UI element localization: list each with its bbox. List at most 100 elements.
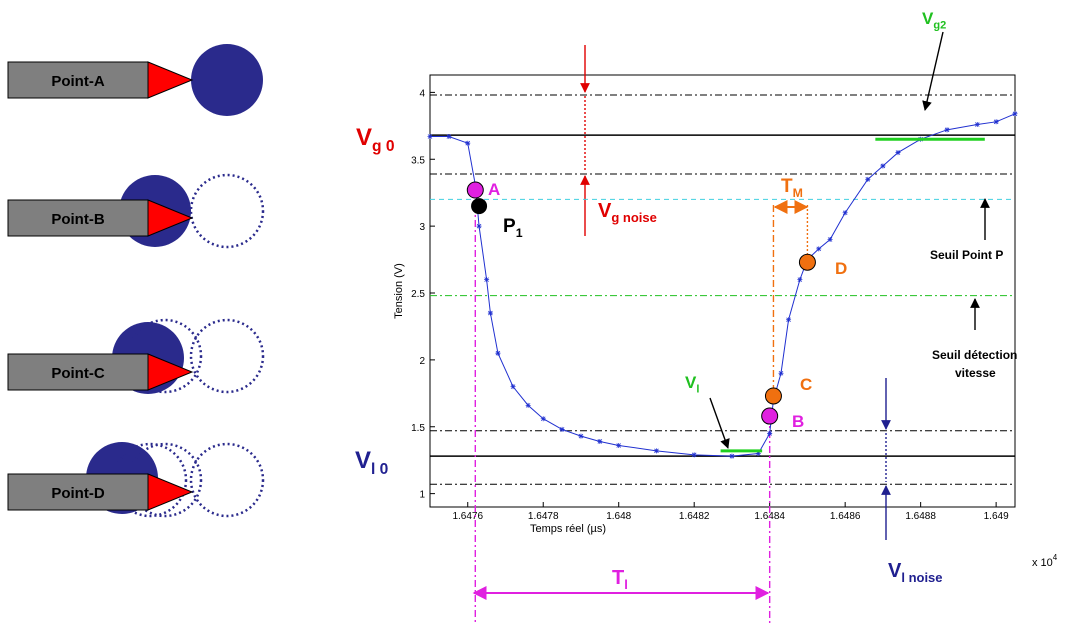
point-marker — [827, 237, 833, 243]
event-marker — [471, 198, 488, 215]
annotation-sub: l — [624, 577, 628, 592]
point-marker — [842, 210, 848, 216]
point-marker — [691, 452, 697, 458]
point-marker — [487, 310, 493, 316]
marker-label: C — [800, 375, 812, 394]
annotation-main: V — [598, 200, 612, 222]
point-marker — [778, 370, 784, 376]
point-marker — [540, 416, 546, 422]
marker-label: B — [792, 412, 804, 431]
point-marker — [525, 402, 531, 408]
y-tick-label: 3 — [419, 222, 425, 233]
point-marker — [465, 140, 471, 146]
point-marker — [653, 448, 659, 454]
point-marker — [816, 246, 822, 252]
threshold-note: Seuil détection — [932, 348, 1017, 362]
probe-label: Point-A — [51, 73, 104, 90]
x-tick-label: 1.6482 — [679, 511, 710, 522]
point-marker — [476, 223, 482, 229]
series-line — [430, 113, 1016, 457]
point-marker — [578, 433, 584, 439]
annotation-sub: l 0 — [371, 461, 389, 478]
marker-label: A — [488, 180, 500, 199]
annotation-sub: g2 — [933, 19, 946, 31]
annotation-main: V — [888, 560, 902, 582]
x-tick-label: 1.6488 — [905, 511, 936, 522]
probe-label: Point-B — [51, 211, 104, 228]
point-marker — [446, 134, 452, 140]
point-marker — [616, 442, 622, 448]
event-marker — [466, 181, 484, 199]
annotation-main: T — [781, 176, 793, 197]
ball-outline — [127, 318, 203, 394]
event-marker — [798, 253, 816, 271]
ball-outline — [112, 442, 188, 518]
probe-tip — [147, 61, 194, 99]
x-tick-label: 1.6476 — [452, 511, 483, 522]
point-marker — [427, 134, 433, 140]
threshold-note: Seuil Point P — [930, 248, 1003, 262]
point-marker — [895, 150, 901, 156]
point-marker — [495, 350, 501, 356]
annotation-sub: l — [696, 383, 699, 395]
probe — [7, 199, 149, 237]
event-marker — [764, 387, 782, 405]
probe — [7, 353, 149, 391]
plot-frame — [429, 74, 1016, 508]
annotation: Vg2 — [922, 9, 946, 31]
annotation: Vl — [685, 373, 699, 395]
x-tick-label: 1.6478 — [528, 511, 559, 522]
probe-label: Point-D — [51, 485, 104, 502]
ball — [191, 44, 263, 116]
ball-outline — [189, 318, 265, 394]
ball-outline — [127, 442, 203, 518]
point-marker — [1012, 111, 1018, 117]
annotation: Vl noise — [888, 560, 943, 585]
point-marker — [865, 176, 871, 182]
point-marker — [993, 119, 999, 125]
annotation-sub: 1 — [516, 226, 523, 240]
y-tick-label: 4 — [419, 88, 425, 99]
probe-tip — [147, 473, 194, 511]
y-axis-label: Tension (V) — [393, 263, 405, 319]
y-tick-label: 3.5 — [411, 155, 425, 166]
y-tick-label: 2.5 — [411, 289, 425, 300]
point-marker — [559, 426, 565, 432]
x-tick-label: 1.649 — [984, 511, 1009, 522]
event-marker — [761, 407, 779, 425]
annotation-sub: g 0 — [372, 138, 395, 155]
annotation: P1 — [503, 216, 523, 240]
probe — [7, 473, 149, 511]
marker-label: D — [835, 259, 847, 278]
x-tick-label: 1.648 — [606, 511, 631, 522]
point-marker — [484, 277, 490, 283]
point-marker — [786, 317, 792, 323]
ball-outline — [189, 442, 265, 518]
point-diagram: Point-D — [7, 442, 265, 518]
point-diagram: Point-C — [7, 318, 265, 394]
y-tick-label: 1 — [419, 490, 425, 501]
y-tick-label: 2 — [419, 356, 425, 367]
annotation-main: V — [685, 373, 697, 392]
probe-label: Point-C — [51, 365, 104, 382]
x-axis-label: Temps réel (µs) — [530, 523, 606, 535]
point-marker — [755, 451, 761, 457]
point-marker — [944, 127, 950, 133]
annotation-main: V — [922, 9, 934, 28]
point-marker — [880, 163, 886, 169]
annotation-main: V — [356, 124, 372, 151]
point-marker — [974, 121, 980, 127]
annotation: Vg noise — [598, 200, 657, 225]
point-marker — [510, 384, 516, 390]
y-tick-label: 1.5 — [411, 423, 425, 434]
annotation-sub: l noise — [901, 570, 942, 585]
point-diagram: Point-A — [7, 44, 263, 116]
annotation: Tl — [612, 567, 628, 592]
ball-outline — [189, 173, 265, 249]
annotation-sub: M — [793, 186, 803, 200]
x-multiplier: x 104 — [1032, 553, 1058, 569]
annotation-main: V — [355, 447, 371, 474]
point-marker — [729, 453, 735, 459]
arrows — [472, 31, 990, 600]
